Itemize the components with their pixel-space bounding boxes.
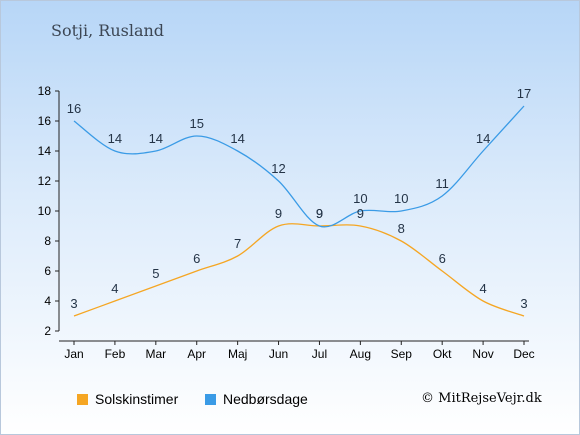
data-label-nedborsdage: 15 (189, 116, 203, 131)
data-label-solskinstimer: 4 (111, 281, 118, 296)
y-tick-label: 8 (44, 234, 51, 248)
data-label-solskinstimer: 9 (316, 206, 323, 221)
x-tick-label: Okt (433, 347, 452, 361)
legend-swatch-solskinstimer (77, 393, 88, 405)
y-tick-label: 2 (44, 324, 51, 338)
data-label-nedborsdage: 14 (149, 131, 163, 146)
legend-item-nedborsdage: Nedbørsdage (205, 391, 308, 407)
copyright-text: © MitRejseVejr.dk (421, 391, 542, 406)
data-label-nedborsdage: 17 (517, 86, 531, 101)
x-tick-label: Nov (472, 347, 493, 361)
data-label-solskinstimer: 5 (152, 266, 159, 281)
y-tick-label: 10 (38, 204, 52, 218)
y-tick-label: 6 (44, 264, 51, 278)
page-title: Sotji, Rusland (51, 21, 165, 40)
data-label-solskinstimer: 3 (70, 296, 77, 311)
data-label-nedborsdage: 14 (108, 131, 122, 146)
data-label-nedborsdage: 12 (271, 161, 285, 176)
y-tick-label: 18 (38, 84, 52, 98)
y-tick-label: 12 (38, 174, 52, 188)
data-label-nedborsdage: 10 (394, 191, 408, 206)
x-tick-label: Feb (105, 347, 126, 361)
x-tick-label: Mar (145, 347, 166, 361)
data-label-solskinstimer: 8 (398, 221, 405, 236)
data-label-nedborsdage: 9 (316, 206, 323, 221)
x-tick-label: Sep (391, 347, 413, 361)
x-tick-label: Jan (64, 347, 83, 361)
data-label-solskinstimer: 3 (520, 296, 527, 311)
x-tick-label: Maj (228, 347, 247, 361)
series-line-nedborsdage (73, 105, 525, 228)
data-label-solskinstimer: 6 (439, 251, 446, 266)
data-label-solskinstimer: 9 (357, 206, 364, 221)
data-label-nedborsdage: 10 (353, 191, 367, 206)
legend-label-solskinstimer: Solskinstimer (95, 391, 179, 407)
data-label-solskinstimer: 4 (479, 281, 486, 296)
x-tick-label: Apr (187, 347, 206, 361)
data-label-nedborsdage: 16 (67, 101, 81, 116)
data-label-solskinstimer: 9 (275, 206, 282, 221)
data-label-nedborsdage: 11 (435, 176, 449, 191)
x-tick-label: Jun (269, 347, 288, 361)
data-label-nedborsdage: 14 (230, 131, 244, 146)
y-tick-label: 14 (38, 144, 52, 158)
x-tick-label: Dec (513, 347, 534, 361)
y-tick-label: 4 (44, 294, 51, 308)
data-label-solskinstimer: 7 (234, 236, 241, 251)
series-line-solskinstimer (73, 223, 525, 317)
data-label-solskinstimer: 6 (193, 251, 200, 266)
legend-swatch-nedborsdage (205, 393, 216, 405)
x-tick-label: Aug (350, 347, 371, 361)
data-label-nedborsdage: 14 (476, 131, 490, 146)
legend-label-nedborsdage: Nedbørsdage (223, 391, 308, 407)
x-tick-label: Jul (312, 347, 327, 361)
y-tick-label: 16 (38, 114, 52, 128)
legend-item-solskinstimer: Solskinstimer (77, 391, 178, 407)
